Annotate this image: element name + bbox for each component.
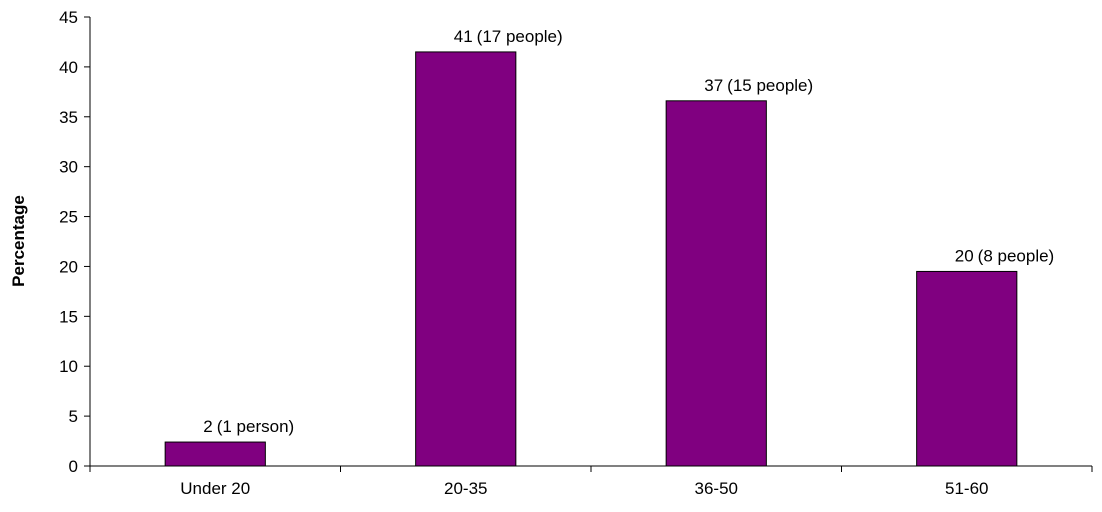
data-label-value: 41 <box>454 27 473 46</box>
x-tick-label: 36-50 <box>695 479 738 498</box>
y-tick-label: 25 <box>59 208 78 227</box>
y-tick-label: 35 <box>59 108 78 127</box>
data-label-note: (8 people) <box>978 246 1055 265</box>
y-tick-label: 0 <box>69 457 78 476</box>
x-tick-label: 51-60 <box>945 479 988 498</box>
data-label-value: 20 <box>955 246 974 265</box>
data-label: 2 (1 person) <box>203 417 294 436</box>
data-label: 20 (8 people) <box>955 246 1054 265</box>
data-label-note: (15 people) <box>727 76 813 95</box>
data-label: 41 (17 people) <box>454 27 563 46</box>
y-axis-label: Percentage <box>9 195 28 287</box>
y-tick-label: 45 <box>59 8 78 27</box>
y-tick-label: 5 <box>69 407 78 426</box>
y-tick-label: 40 <box>59 58 78 77</box>
data-label-note: (1 person) <box>217 417 294 436</box>
bar <box>916 270 1018 467</box>
y-tick-label: 15 <box>59 307 78 326</box>
data-label-value: 37 <box>704 76 723 95</box>
bar <box>164 441 266 467</box>
bar <box>665 100 767 467</box>
data-label-note: (17 people) <box>477 27 563 46</box>
x-tick-label: Under 20 <box>180 479 250 498</box>
x-tick-label: 20-35 <box>444 479 487 498</box>
data-label-value: 2 <box>203 417 212 436</box>
plot-area: 0 5 10 15 20 25 30 35 40 45 Under 20 2 (1 person) 20-… <box>59 8 1093 498</box>
y-tick-label: 10 <box>59 357 78 376</box>
y-tick-label: 30 <box>59 158 78 177</box>
bar <box>415 51 517 467</box>
y-tick-label: 20 <box>59 257 78 276</box>
data-label: 37 (15 people) <box>704 76 813 95</box>
